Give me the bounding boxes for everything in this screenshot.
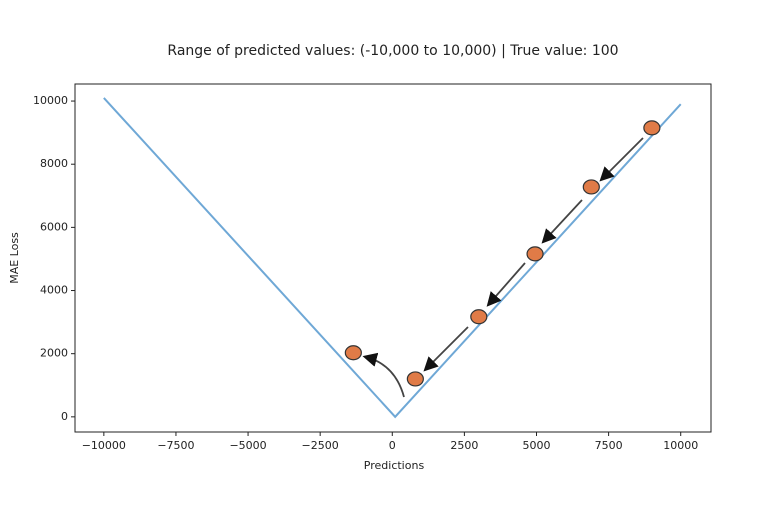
- point: [582, 179, 600, 195]
- arrow: [423, 326, 469, 372]
- x-tick-label: −2500: [302, 439, 339, 452]
- x-axis-label: Predictions: [364, 459, 425, 472]
- arrow: [362, 352, 405, 398]
- x-tick-label: 2500: [450, 439, 478, 452]
- x-tick-label: 5000: [522, 439, 550, 452]
- x-tick-label: 0: [389, 439, 396, 452]
- arrow: [599, 137, 644, 182]
- y-tick-label: 4000: [40, 284, 68, 297]
- annotation-arrows: [362, 137, 644, 398]
- x-tick-label: −7500: [157, 439, 194, 452]
- point: [406, 371, 424, 387]
- y-tick-label: 10000: [33, 94, 68, 107]
- y-axis-label: MAE Loss: [8, 232, 21, 284]
- x-tick-label: −10000: [82, 439, 126, 452]
- x-tick-label: −5000: [229, 439, 266, 452]
- chart-title: Range of predicted values: (-10,000 to 1…: [167, 43, 618, 59]
- point: [526, 246, 544, 262]
- point: [643, 120, 661, 136]
- x-tick-label: 10000: [663, 439, 698, 452]
- arrow: [541, 199, 583, 244]
- plot-frame: [74, 83, 712, 433]
- loss-line: [103, 97, 682, 419]
- x-tick-label: 7500: [595, 439, 623, 452]
- plot-area: −10000 −7500 −5000 −2500 0 2500 5000 7500 10000 0…: [33, 94, 698, 452]
- y-tick-label: 2000: [40, 347, 68, 360]
- y-tick-label: 0: [61, 410, 68, 423]
- y-tick-label: 8000: [40, 157, 68, 170]
- arrow: [486, 262, 526, 307]
- point: [344, 345, 362, 361]
- point: [470, 309, 488, 325]
- y-tick-label: 6000: [40, 220, 68, 233]
